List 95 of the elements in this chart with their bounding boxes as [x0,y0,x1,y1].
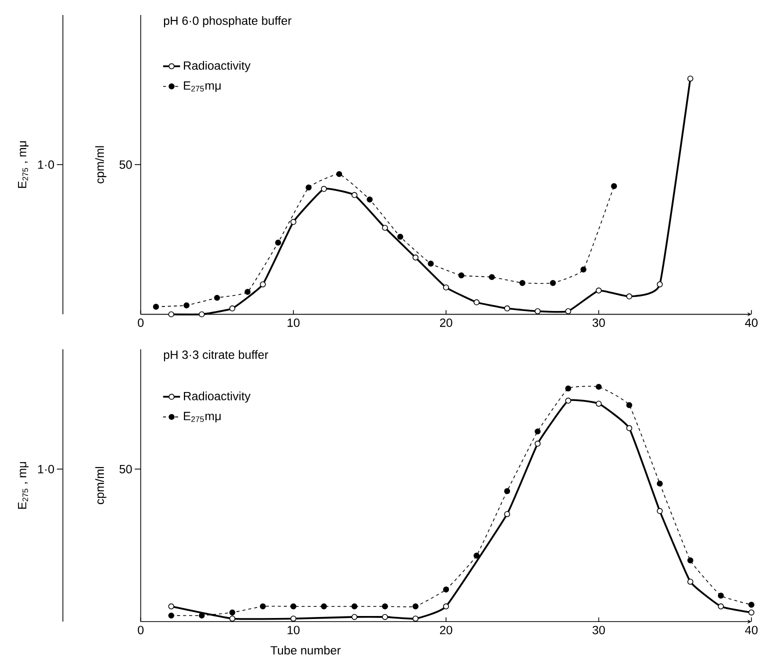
point [351,614,358,620]
point [504,511,510,518]
point [534,308,541,314]
chart-title: pH 3·3 citrate buffer [164,350,268,362]
point [474,300,480,306]
point [626,294,632,300]
point [152,304,159,310]
legend-label: Radioactivity [184,61,251,72]
point [290,219,296,226]
point [488,274,495,280]
point [260,282,266,288]
point [748,610,754,616]
x-tick-label: 20 [440,626,452,634]
point [550,280,556,286]
y2-axis-title: E$_{275}$ , mμ [18,141,29,188]
point [168,604,174,610]
point [718,592,724,599]
x-tick-label: 40 [745,626,758,634]
text: 1·0 [38,465,54,474]
point [565,308,572,314]
point [229,616,236,622]
point [534,440,541,447]
point [443,284,450,291]
point [336,171,342,178]
x-tick-label: 30 [592,626,605,634]
point [382,225,388,232]
point [596,400,602,407]
x-tick-label: 0 [138,318,144,328]
point [565,386,572,392]
x-tick-label: 10 [288,318,300,328]
text: 50 [120,465,132,474]
point [596,384,602,390]
point [198,612,205,619]
point [611,183,617,190]
point [443,586,450,593]
point [656,508,663,514]
point [687,578,694,585]
point [229,610,236,616]
legend-label: E$_{275}$mμ [184,82,221,92]
point [580,266,586,273]
point [168,312,174,318]
point [397,234,404,240]
point [534,428,541,435]
point [656,282,663,288]
point [504,306,510,312]
point [565,398,572,404]
y2-axis-title: E$_{275}$ , mμ [18,462,29,509]
point [290,616,296,622]
point [443,604,450,610]
point [229,306,236,312]
point [275,240,282,246]
point [474,552,480,559]
point [412,254,418,261]
point [748,602,754,608]
point [320,186,327,192]
point [198,312,205,318]
point [519,280,526,286]
y-axis-title: cpm/ml [95,467,106,504]
point [626,425,632,432]
point [412,604,418,610]
point [596,288,602,294]
x-tick-label: 30 [592,318,605,328]
legend-label: Radioactivity [184,392,251,403]
chart-title: pH 6·0 phosphate buffer [164,16,292,28]
point [366,196,373,203]
x-tick-label: 10 [288,626,300,634]
point [260,604,266,610]
point [184,302,190,309]
x-axis-title: Tube number [270,646,341,655]
point [290,604,296,610]
text: 1·0 [38,160,54,170]
point [351,604,358,610]
legend-label: E$_{275}$mμ [184,412,221,423]
point [458,272,464,279]
point [382,604,388,610]
point [718,604,724,610]
point [351,192,358,198]
point [687,558,694,564]
point [504,488,510,494]
point [428,260,434,267]
point [626,402,632,408]
y-axis-title: cpm/ml [95,146,106,184]
x-tick-label: 20 [440,318,452,328]
point [687,76,694,82]
x-tick-label: 0 [138,626,144,634]
point [168,612,174,619]
point [306,184,312,191]
text: 50 [120,160,132,170]
point [214,295,220,302]
point [244,289,251,296]
point [382,614,388,620]
point [412,616,418,622]
x-tick-label: 40 [745,318,758,328]
point [320,604,327,610]
point [656,480,663,487]
